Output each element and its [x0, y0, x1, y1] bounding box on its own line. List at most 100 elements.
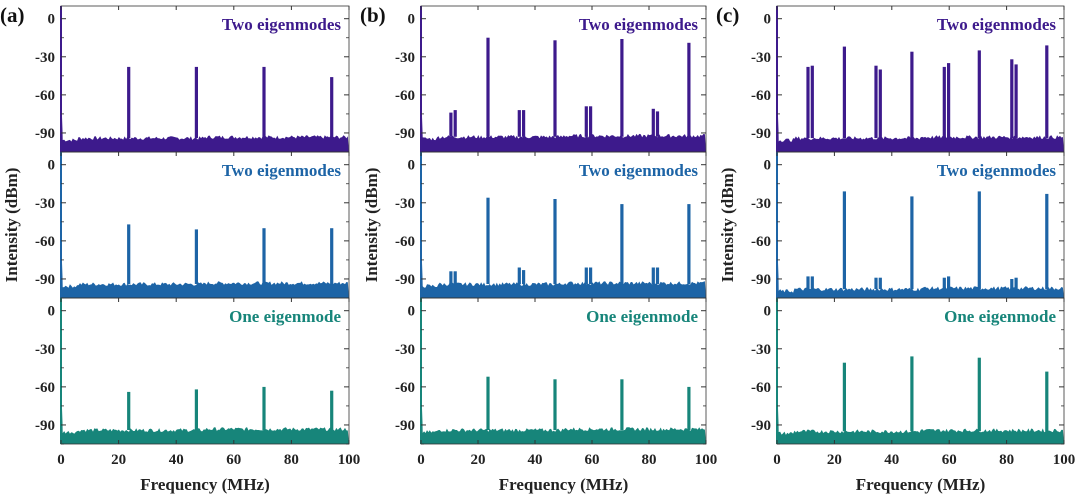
y-tick-label: -60	[751, 380, 771, 396]
x-tick-label: 0	[773, 452, 781, 468]
panel-1: 0 -30 -60 -90 Two eigenmodes 0 -30 -60 -90 Two ei…	[360, 3, 717, 494]
x-axis-title: Frequency (MHz)	[856, 475, 986, 494]
spectral-peak	[655, 267, 660, 284]
subplot: 0 -30 -60 -90 One eigenmode	[751, 297, 1065, 445]
spectral-peak	[947, 276, 951, 290]
spectral-peak	[453, 271, 457, 284]
spectral-peak	[620, 379, 624, 431]
subplot-annotation: Two eigenmodes	[937, 161, 1057, 180]
y-tick-label: -60	[35, 88, 55, 104]
spectral-peak	[1010, 59, 1014, 138]
y-tick-label: -30	[35, 196, 55, 212]
y-tick-label: -60	[395, 88, 415, 104]
spectral-peak	[553, 40, 557, 137]
spectral-peak	[977, 50, 981, 138]
subplot-annotation: One eigenmode	[944, 307, 1056, 326]
x-tick-label: 60	[942, 452, 957, 468]
noise-floor	[421, 234, 706, 298]
y-tick-label: -30	[395, 342, 415, 358]
spectral-peak	[127, 391, 131, 430]
x-axis-title: Frequency (MHz)	[499, 475, 629, 494]
spectral-peak	[910, 356, 914, 432]
subplot-annotation: Two eigenmodes	[222, 15, 342, 34]
spectral-peak	[806, 66, 810, 138]
subplot-annotation: Two eigenmodes	[579, 161, 699, 180]
y-tick-label: -60	[395, 380, 415, 396]
spectral-peak	[486, 376, 490, 430]
subplot: 0 -30 -60 -90 Two eigenmodes	[395, 151, 707, 299]
x-axis-title: Frequency (MHz)	[140, 475, 270, 494]
y-tick-label: 0	[48, 12, 56, 28]
y-tick-label: 0	[408, 158, 416, 174]
y-tick-label: 0	[764, 12, 772, 28]
spectral-peak	[522, 110, 526, 137]
y-tick-label: -30	[35, 50, 55, 66]
x-tick-label: 80	[642, 452, 657, 468]
spectral-peak	[942, 66, 946, 138]
y-tick-label: 0	[408, 304, 416, 320]
noise-floor	[61, 380, 349, 444]
spectral-peak	[1014, 277, 1018, 290]
x-tick-label: 80	[999, 452, 1014, 468]
spectral-peak	[878, 69, 882, 139]
y-tick-label: -30	[751, 196, 771, 212]
noise-floor	[421, 88, 706, 152]
x-tick-label: 40	[528, 452, 543, 468]
spectral-peak	[620, 204, 624, 285]
spectral-peak	[655, 111, 660, 137]
subplot-annotation: One eigenmode	[586, 307, 698, 326]
y-tick-label: -90	[751, 418, 771, 434]
spectral-peak	[486, 197, 490, 284]
spectral-peak	[1045, 193, 1049, 290]
y-tick-label: -30	[395, 50, 415, 66]
noise-floor	[61, 234, 349, 298]
noise-floor	[777, 380, 1064, 444]
spectral-peak	[947, 63, 951, 138]
x-tick-label: 100	[1053, 452, 1076, 468]
x-tick-label: 80	[284, 452, 299, 468]
spectral-peak	[977, 191, 981, 290]
y-tick-label: -30	[35, 342, 55, 358]
y-tick-label: 0	[48, 158, 56, 174]
spectral-peak	[910, 196, 914, 290]
noise-floor	[777, 234, 1064, 298]
x-tick-label: 0	[417, 452, 425, 468]
y-tick-label: -60	[395, 234, 415, 250]
x-tick-label: 20	[471, 452, 486, 468]
y-tick-label: -90	[35, 418, 55, 434]
noise-floor	[777, 88, 1064, 152]
x-tick-label: 20	[111, 452, 126, 468]
spectral-peak	[810, 65, 814, 139]
spectral-peak	[806, 276, 810, 290]
x-tick-label: 100	[695, 452, 718, 468]
spectral-peak	[842, 362, 846, 432]
spectral-peak	[127, 224, 131, 285]
panel-label: (c)	[716, 3, 739, 27]
spectral-peak	[453, 110, 457, 137]
spectral-peak	[878, 277, 882, 290]
spectral-peak	[687, 42, 691, 137]
spectral-peak	[1045, 45, 1049, 139]
subplot-annotation: Two eigenmodes	[222, 161, 342, 180]
y-tick-label: -90	[751, 272, 771, 288]
y-tick-label: -30	[751, 342, 771, 358]
spectral-peak	[584, 106, 588, 137]
y-axis-title: Intensity (dBm)	[718, 168, 737, 283]
spectral-peak	[517, 267, 521, 284]
spectral-peak	[330, 228, 334, 285]
spectral-peak	[449, 112, 453, 137]
panel-0: 0 -30 -60 -90 Two eigenmodes 0 -30 -60 -90 Two ei…	[0, 3, 360, 494]
spectral-peak	[687, 386, 691, 431]
spectral-peak	[262, 66, 266, 138]
subplot: 0 -30 -60 -90 One eigenmode	[395, 297, 707, 445]
y-tick-label: 0	[764, 158, 772, 174]
subplot: 0 -30 -60 -90 Two eigenmodes	[35, 5, 350, 153]
y-tick-label: -60	[35, 234, 55, 250]
spectral-peak	[910, 51, 914, 139]
x-tick-label: 20	[827, 452, 842, 468]
x-tick-label: 60	[585, 452, 600, 468]
x-tick-label: 100	[338, 452, 361, 468]
spectral-peak	[522, 270, 526, 285]
spectral-peak	[651, 267, 655, 284]
